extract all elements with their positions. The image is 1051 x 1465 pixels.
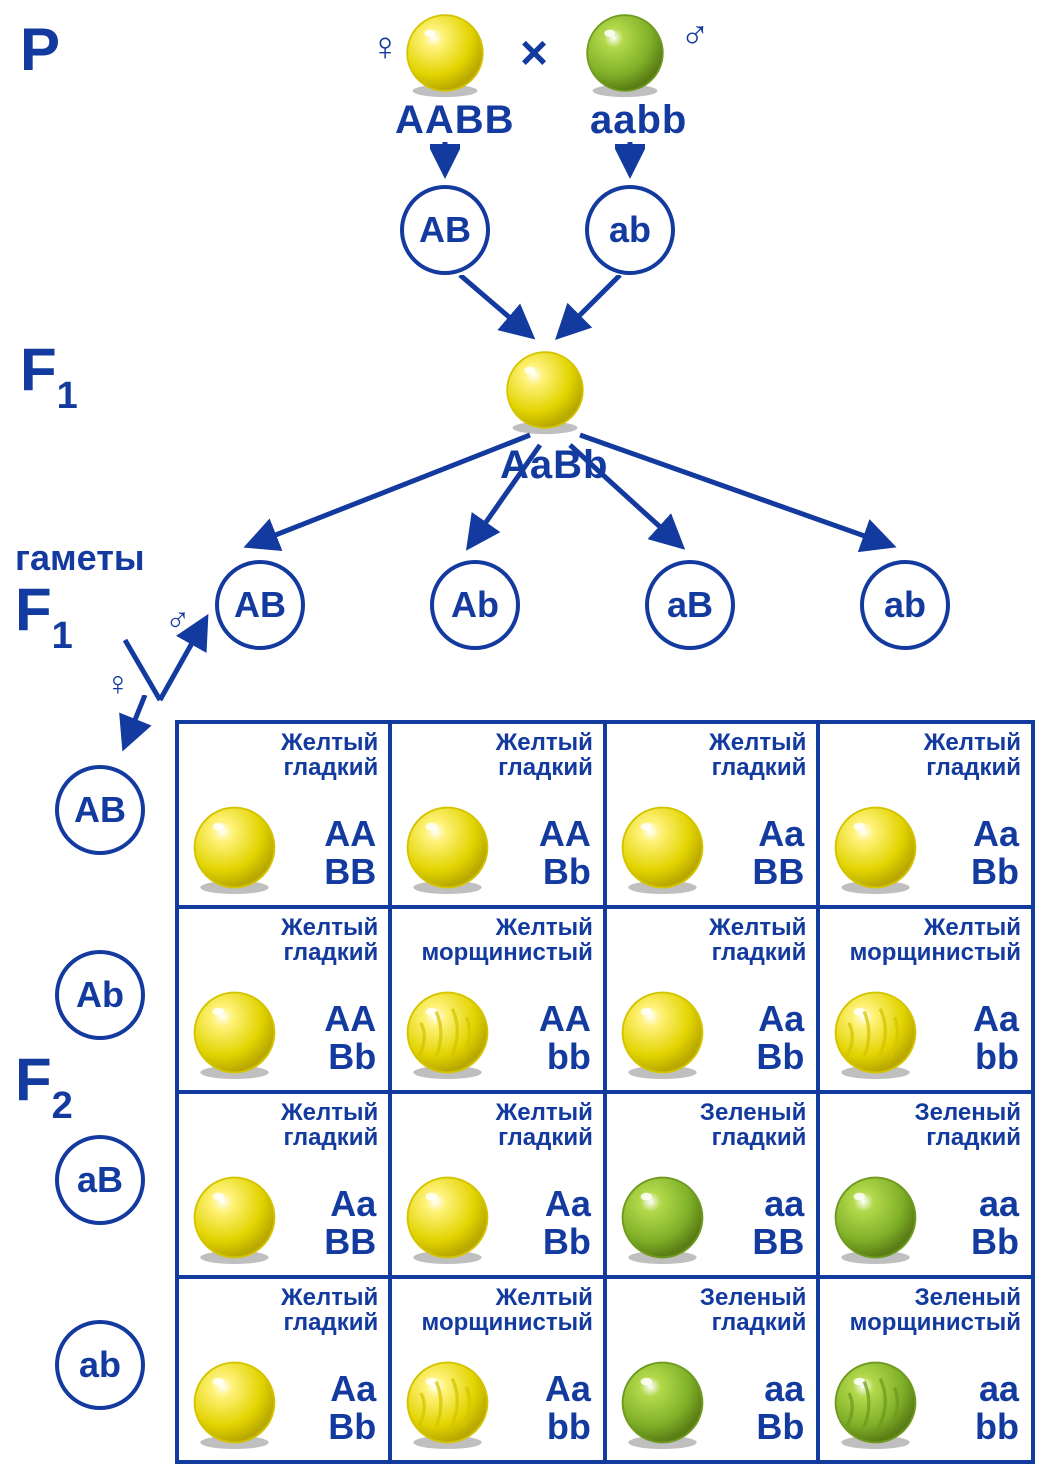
cell-genotype: AABb xyxy=(324,1000,376,1076)
cell-genotype: AaBB xyxy=(324,1185,376,1261)
p-gamete-female: AB xyxy=(400,185,490,275)
cell-genotype: AAbb xyxy=(539,1000,591,1076)
cell-pea-icon xyxy=(615,800,710,895)
row-gamete-1: Ab xyxy=(55,950,145,1040)
punnett-square: Желтыйгладкий AABB Желтыйгладкий AABb Же… xyxy=(175,720,1035,1464)
cell-pea-icon xyxy=(187,1355,282,1450)
punnett-cell-3-3: Зеленыйморщинистый aabb xyxy=(818,1277,1033,1462)
cell-genotype: AaBb xyxy=(543,1185,591,1261)
punnett-cell-2-3: Зеленыйгладкий aaBb xyxy=(818,1092,1033,1277)
cell-phenotype: Зеленыйгладкий xyxy=(830,1100,1021,1150)
cell-phenotype: Желтыйгладкий xyxy=(617,915,806,965)
cell-genotype: AaBb xyxy=(328,1370,376,1446)
punnett-cell-2-0: Желтыйгладкий AaBB xyxy=(177,1092,390,1277)
cell-genotype: Aabb xyxy=(973,1000,1019,1076)
label-p: P xyxy=(20,20,60,80)
cell-pea-icon xyxy=(828,985,923,1080)
col-gamete-0: AB xyxy=(215,560,305,650)
cell-phenotype: Зеленыйморщинистый xyxy=(830,1285,1021,1335)
f1-pea xyxy=(500,345,590,435)
label-gametes: гаметы xyxy=(15,540,145,576)
row-gamete-2: aB xyxy=(55,1135,145,1225)
cell-phenotype: Желтыйгладкий xyxy=(189,1100,378,1150)
parent-female-genotype: AABB xyxy=(395,100,515,140)
cell-pea-icon xyxy=(187,800,282,895)
axis-male-symbol: ♂ xyxy=(165,600,191,639)
punnett-cell-0-0: Желтыйгладкий AABB xyxy=(177,722,390,907)
male-symbol: ♂ xyxy=(680,12,710,57)
col-gamete-2: aB xyxy=(645,560,735,650)
cell-pea-icon xyxy=(828,1355,923,1450)
label-f1: F1 xyxy=(20,340,78,400)
punnett-cell-2-2: Зеленыйгладкий aaBB xyxy=(605,1092,818,1277)
punnett-cell-1-0: Желтыйгладкий AABb xyxy=(177,907,390,1092)
cell-genotype: aaBb xyxy=(756,1370,804,1446)
punnett-cell-3-1: Желтыйморщинистый Aabb xyxy=(390,1277,605,1462)
parent-female-pea xyxy=(400,8,490,98)
row-gamete-0: AB xyxy=(55,765,145,855)
cell-genotype: aabb xyxy=(975,1370,1019,1446)
cell-genotype: AaBB xyxy=(752,815,804,891)
row-gamete-3: ab xyxy=(55,1320,145,1410)
cross-symbol: × xyxy=(520,30,548,78)
punnett-cell-0-3: Желтыйгладкий AaBb xyxy=(818,722,1033,907)
cell-genotype: AABB xyxy=(324,815,376,891)
cell-phenotype: Желтыйгладкий xyxy=(189,730,378,780)
punnett-cell-1-3: Желтыйморщинистый Aabb xyxy=(818,907,1033,1092)
cell-genotype: aaBb xyxy=(971,1185,1019,1261)
col-gamete-3: ab xyxy=(860,560,950,650)
punnett-cell-0-1: Желтыйгладкий AABb xyxy=(390,722,605,907)
punnett-cell-2-1: Желтыйгладкий AaBb xyxy=(390,1092,605,1277)
cell-genotype: AABb xyxy=(539,815,591,891)
cell-pea-icon xyxy=(400,1170,495,1265)
cell-phenotype: Желтыйгладкий xyxy=(189,1285,378,1335)
cell-phenotype: Зеленыйгладкий xyxy=(617,1285,806,1335)
punnett-cell-1-1: Желтыйморщинистый AAbb xyxy=(390,907,605,1092)
label-f2: F2 xyxy=(15,1050,73,1110)
cell-pea-icon xyxy=(400,985,495,1080)
punnett-cell-3-2: Зеленыйгладкий aaBb xyxy=(605,1277,818,1462)
punnett-cell-3-0: Желтыйгладкий AaBb xyxy=(177,1277,390,1462)
label-gametes-f1: F1 xyxy=(15,580,73,640)
cell-pea-icon xyxy=(828,1170,923,1265)
cell-phenotype: Желтыйморщинистый xyxy=(830,915,1021,965)
cell-pea-icon xyxy=(187,985,282,1080)
cell-pea-icon xyxy=(615,1170,710,1265)
genetics-dihybrid-diagram: P ♀ × ♂ AABB aabb AB ab F1 AaBb xyxy=(0,0,1051,1465)
cell-phenotype: Зеленыйгладкий xyxy=(617,1100,806,1150)
cell-genotype: Aabb xyxy=(545,1370,591,1446)
cell-pea-icon xyxy=(828,800,923,895)
cell-genotype: AaBb xyxy=(971,815,1019,891)
parent-male-genotype: aabb xyxy=(590,100,687,140)
cell-phenotype: Желтыйгладкий xyxy=(189,915,378,965)
cell-phenotype: Желтыйгладкий xyxy=(402,730,593,780)
cell-phenotype: Желтыйгладкий xyxy=(830,730,1021,780)
p-gamete-male: ab xyxy=(585,185,675,275)
cell-pea-icon xyxy=(615,985,710,1080)
cell-pea-icon xyxy=(615,1355,710,1450)
cell-pea-icon xyxy=(187,1170,282,1265)
cell-phenotype: Желтыйморщинистый xyxy=(402,915,593,965)
cell-genotype: aaBB xyxy=(752,1185,804,1261)
punnett-cell-1-2: Желтыйгладкий AaBb xyxy=(605,907,818,1092)
punnett-cell-0-2: Желтыйгладкий AaBB xyxy=(605,722,818,907)
parent-male-pea xyxy=(580,8,670,98)
cell-genotype: AaBb xyxy=(756,1000,804,1076)
female-symbol: ♀ xyxy=(370,25,400,70)
col-gamete-1: Ab xyxy=(430,560,520,650)
cell-pea-icon xyxy=(400,800,495,895)
cell-pea-icon xyxy=(400,1355,495,1450)
cell-phenotype: Желтыйгладкий xyxy=(402,1100,593,1150)
cell-phenotype: Желтыйморщинистый xyxy=(402,1285,593,1335)
cell-phenotype: Желтыйгладкий xyxy=(617,730,806,780)
